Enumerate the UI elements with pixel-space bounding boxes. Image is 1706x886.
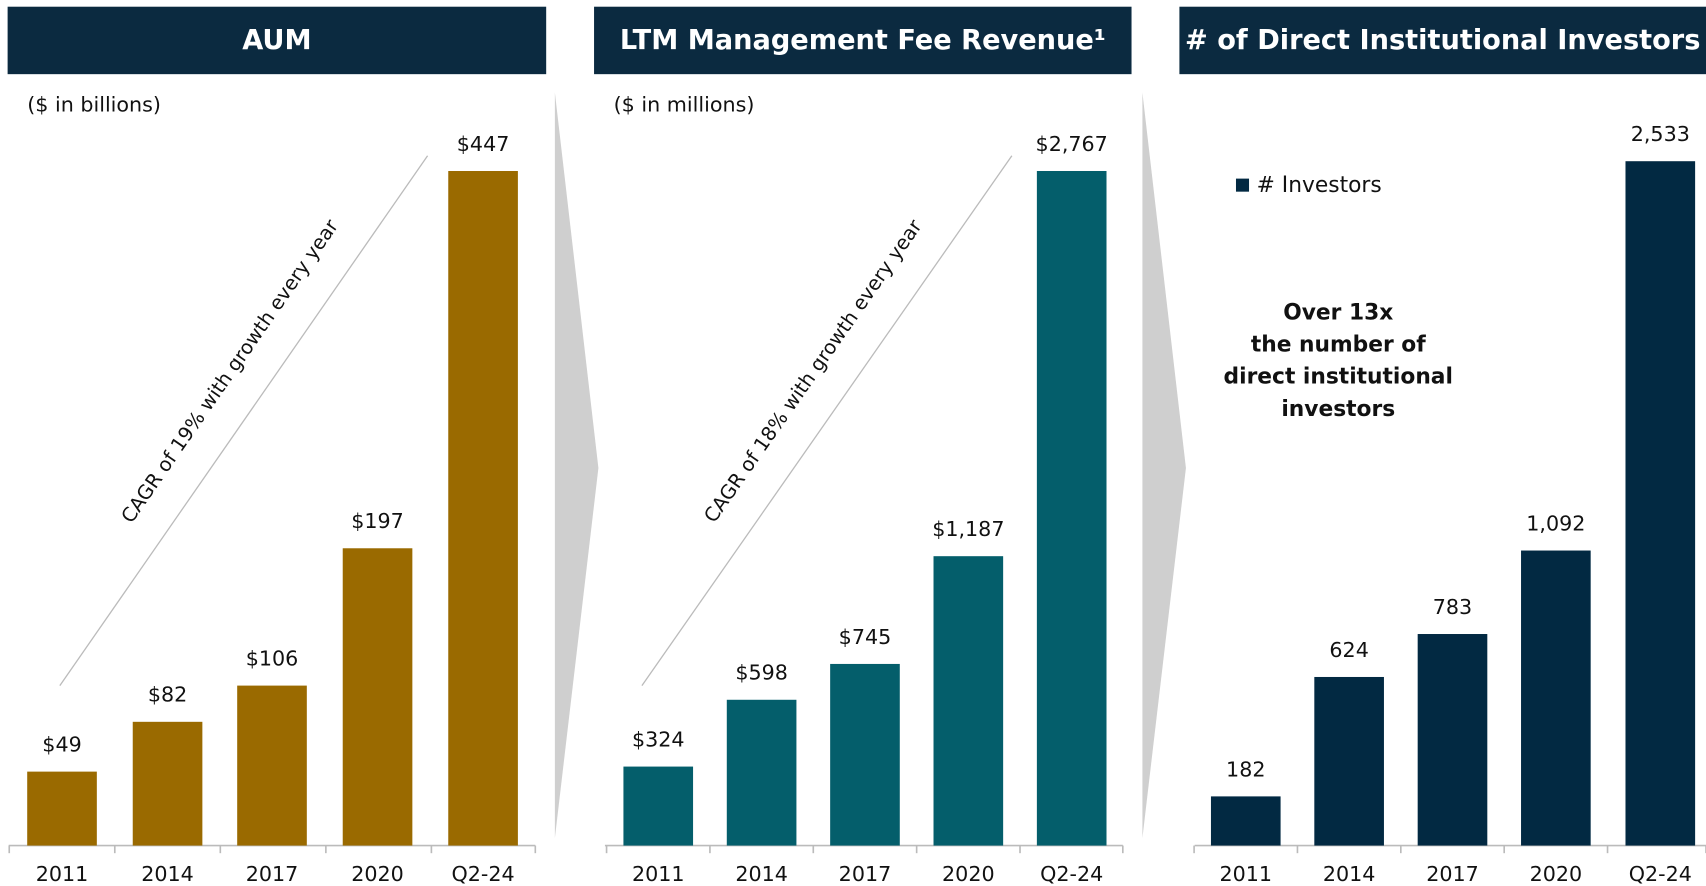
data-label: $598	[735, 661, 788, 685]
bar	[342, 548, 413, 846]
header-bar	[1179, 6, 1706, 75]
x-tick-label: Q2-24	[1629, 862, 1692, 886]
bar	[933, 556, 1004, 846]
bar	[1210, 796, 1281, 846]
data-label: 2,533	[1631, 122, 1690, 146]
bar	[1036, 170, 1107, 846]
bar	[623, 766, 694, 846]
arrow-shape	[1142, 92, 1186, 838]
chart-subtitle: ($ in millions)	[614, 93, 755, 117]
x-tick-label: 2017	[839, 862, 892, 886]
x-tick-label: 2014	[141, 862, 194, 886]
x-tick-label: 2011	[36, 862, 89, 886]
data-label: $106	[246, 646, 299, 670]
x-tick-label: 2014	[1323, 862, 1376, 886]
data-label: $82	[148, 683, 187, 707]
bar	[726, 699, 797, 846]
bar	[237, 685, 307, 846]
x-tick-label: 2011	[632, 862, 685, 886]
x-tick-label: 2020	[942, 862, 995, 886]
x-tick-label: 2017	[246, 862, 299, 886]
chart-subtitle: ($ in billions)	[27, 93, 161, 117]
annotation: the number of	[1251, 333, 1426, 358]
data-label: $447	[457, 132, 510, 156]
bar	[830, 663, 900, 846]
x-tick-label: 2011	[1219, 862, 1272, 886]
chart-title: AUM	[242, 25, 311, 56]
arrow-shape	[554, 92, 599, 838]
annotation: CAGR of 18% with growth every year	[699, 215, 927, 527]
legend-label: # Investors	[1257, 173, 1382, 198]
annotation-line	[641, 155, 1013, 686]
annotation-line	[59, 155, 429, 686]
data-label: 624	[1329, 638, 1368, 662]
data-label: $197	[351, 509, 404, 533]
data-label: $2,767	[1036, 132, 1108, 156]
annotation: CAGR of 19% with growth every year	[117, 214, 344, 527]
legend-swatch	[1235, 178, 1250, 192]
x-tick-label: Q2-24	[452, 862, 515, 886]
header-bar	[7, 6, 547, 75]
bar	[1625, 161, 1696, 846]
bar	[1417, 634, 1488, 846]
data-label: 182	[1226, 757, 1265, 781]
data-label: $324	[632, 727, 685, 751]
data-label: 1,092	[1526, 511, 1585, 535]
bar	[448, 170, 518, 846]
header-bar	[594, 6, 1132, 75]
data-label: $745	[839, 625, 892, 649]
bar	[1314, 676, 1384, 846]
data-label: $1,187	[932, 517, 1004, 541]
chart-title: # of Direct Institutional Investors	[1185, 25, 1700, 56]
data-label: $49	[42, 733, 81, 757]
bar	[1521, 550, 1591, 846]
x-tick-label: 2020	[1530, 862, 1583, 886]
x-tick-label: 2017	[1426, 862, 1479, 886]
x-tick-label: 2014	[735, 862, 788, 886]
annotation: investors	[1281, 397, 1395, 422]
annotation: Over 13x	[1283, 301, 1393, 326]
bar	[132, 721, 203, 846]
bar	[27, 771, 97, 846]
x-tick-label: Q2-24	[1040, 862, 1103, 886]
annotation: direct institutional	[1224, 365, 1453, 390]
x-tick-label: 2020	[351, 862, 404, 886]
chart-title: LTM Management Fee Revenue¹	[620, 25, 1106, 56]
data-label: 783	[1433, 595, 1472, 619]
